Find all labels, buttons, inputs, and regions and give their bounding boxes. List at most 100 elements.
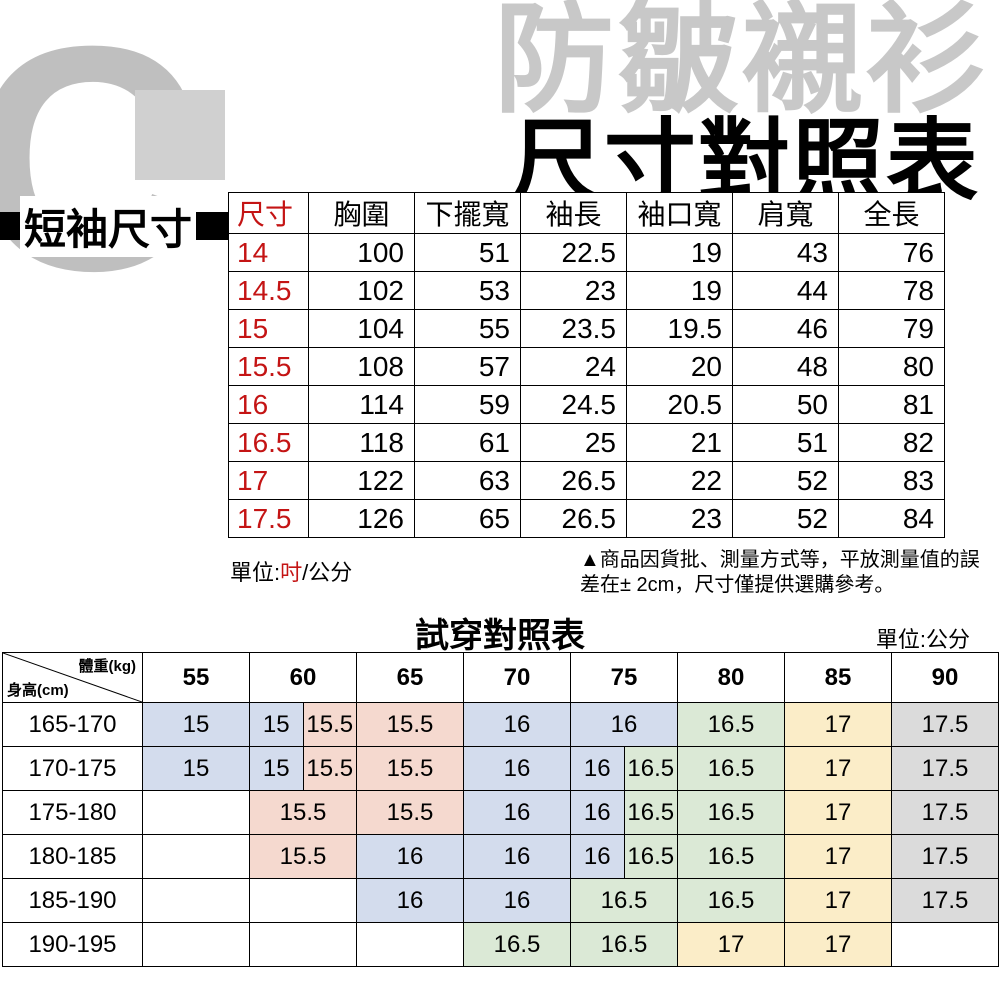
fit-cell [250, 879, 357, 923]
fit-cell: 16.5 [571, 923, 678, 967]
fit-cell: 16 [464, 747, 571, 791]
fit-cell: 15 [143, 703, 250, 747]
measurement-value: 63 [415, 462, 521, 500]
fit-weight-header: 85 [785, 653, 892, 703]
fit-cell: 16.5 [678, 747, 785, 791]
fit-table-row: 165-170151515.515.5161616.51717.5 [3, 703, 999, 747]
fit-height-label: 175-180 [3, 791, 143, 835]
measurement-value: 84 [839, 500, 945, 538]
measurement-value: 20.5 [627, 386, 733, 424]
measurement-value: 114 [309, 386, 415, 424]
fit-weight-header: 80 [678, 653, 785, 703]
fit-cell: 16 [464, 791, 571, 835]
size-value: 14.5 [229, 272, 309, 310]
measurement-value: 23 [521, 272, 627, 310]
measurement-value: 102 [309, 272, 415, 310]
measurement-value: 50 [733, 386, 839, 424]
measurement-value: 46 [733, 310, 839, 348]
fit-weight-header: 75 [571, 653, 678, 703]
fit-weight-header: 90 [892, 653, 999, 703]
fit-cell: 16.5 [678, 703, 785, 747]
fit-height-label: 180-185 [3, 835, 143, 879]
fit-cell: 17 [785, 791, 892, 835]
unit-label: 單位:吋/公分 [230, 555, 352, 587]
measurement-value: 44 [733, 272, 839, 310]
size-table-row: 141005122.5194376 [229, 234, 945, 272]
size-table-row: 15.51085724204880 [229, 348, 945, 386]
fit-cell: 17 [785, 835, 892, 879]
measurement-value: 24.5 [521, 386, 627, 424]
fit-cell: 15.5 [357, 703, 464, 747]
unit-cm-label: 單位:公分 [876, 622, 970, 654]
fit-cell: 17.5 [892, 835, 999, 879]
measurement-value: 22.5 [521, 234, 627, 272]
fit-table-corner: 體重(kg)身高(cm) [3, 653, 143, 703]
fit-cell: 17.5 [892, 747, 999, 791]
fit-cell: 15.5 [357, 791, 464, 835]
measurement-value: 19 [627, 272, 733, 310]
fit-cell: 17 [785, 747, 892, 791]
fit-cell: 15.5 [303, 747, 357, 791]
fit-cell [357, 923, 464, 967]
size-table-row: 14.51025323194478 [229, 272, 945, 310]
measurement-value: 76 [839, 234, 945, 272]
fit-weight-header: 70 [464, 653, 571, 703]
size-table-header: 肩寬 [733, 193, 839, 234]
fit-cell [143, 923, 250, 967]
measurement-value: 118 [309, 424, 415, 462]
fit-table-row: 180-18515.516161616.516.51717.5 [3, 835, 999, 879]
size-table-header: 袖口寬 [627, 193, 733, 234]
fit-cell: 16.5 [678, 879, 785, 923]
size-value: 16.5 [229, 424, 309, 462]
size-table-header: 袖長 [521, 193, 627, 234]
fit-height-label: 185-190 [3, 879, 143, 923]
fit-cell: 16 [464, 703, 571, 747]
size-table-header: 下擺寬 [415, 193, 521, 234]
size-value: 15 [229, 310, 309, 348]
measurement-value: 22 [627, 462, 733, 500]
measurement-value: 25 [521, 424, 627, 462]
size-value: 16 [229, 386, 309, 424]
measurement-value: 78 [839, 272, 945, 310]
fit-cell: 17 [678, 923, 785, 967]
fit-cell [250, 923, 357, 967]
size-value: 17.5 [229, 500, 309, 538]
measurement-value: 57 [415, 348, 521, 386]
size-table-container: 尺寸胸圍下擺寬袖長袖口寬肩寬全長 141005122.519437614.510… [228, 192, 945, 538]
fit-cell: 16.5 [678, 835, 785, 879]
fit-cell: 17 [785, 879, 892, 923]
fit-height-label: 190-195 [3, 923, 143, 967]
size-table: 尺寸胸圍下擺寬袖長袖口寬肩寬全長 141005122.519437614.510… [228, 192, 945, 538]
measurement-value: 20 [627, 348, 733, 386]
fit-cell: 15 [143, 747, 250, 791]
measurement-value: 23.5 [521, 310, 627, 348]
fit-table-row: 170-175151515.515.5161616.516.51717.5 [3, 747, 999, 791]
size-value: 15.5 [229, 348, 309, 386]
fit-cell: 16 [357, 879, 464, 923]
size-table-header-row: 尺寸胸圍下擺寬袖長袖口寬肩寬全長 [229, 193, 945, 234]
size-table-row: 151045523.519.54679 [229, 310, 945, 348]
measurement-value: 52 [733, 500, 839, 538]
measurement-value: 48 [733, 348, 839, 386]
measurement-value: 51 [415, 234, 521, 272]
measurement-value: 61 [415, 424, 521, 462]
size-table-row: 17.51266526.5235284 [229, 500, 945, 538]
fit-cell: 17.5 [892, 879, 999, 923]
measurement-value: 81 [839, 386, 945, 424]
fit-cell: 16 [464, 879, 571, 923]
measurement-value: 19 [627, 234, 733, 272]
fit-table-row: 185-190161616.516.51717.5 [3, 879, 999, 923]
fit-cell: 15 [250, 703, 304, 747]
fit-cell: 16.5 [678, 791, 785, 835]
measurement-value: 80 [839, 348, 945, 386]
size-value: 14 [229, 234, 309, 272]
measurement-value: 108 [309, 348, 415, 386]
measurement-value: 19.5 [627, 310, 733, 348]
fit-cell [892, 923, 999, 967]
measurement-note: ▲商品因貨批、測量方式等，平放測量值的誤差在± 2cm，尺寸僅提供選購參考。 [580, 548, 980, 598]
size-table-header: 全長 [839, 193, 945, 234]
fit-cell: 16 [357, 835, 464, 879]
fit-cell: 16 [571, 747, 625, 791]
fit-cell: 15.5 [357, 747, 464, 791]
fit-cell: 16.5 [571, 879, 678, 923]
